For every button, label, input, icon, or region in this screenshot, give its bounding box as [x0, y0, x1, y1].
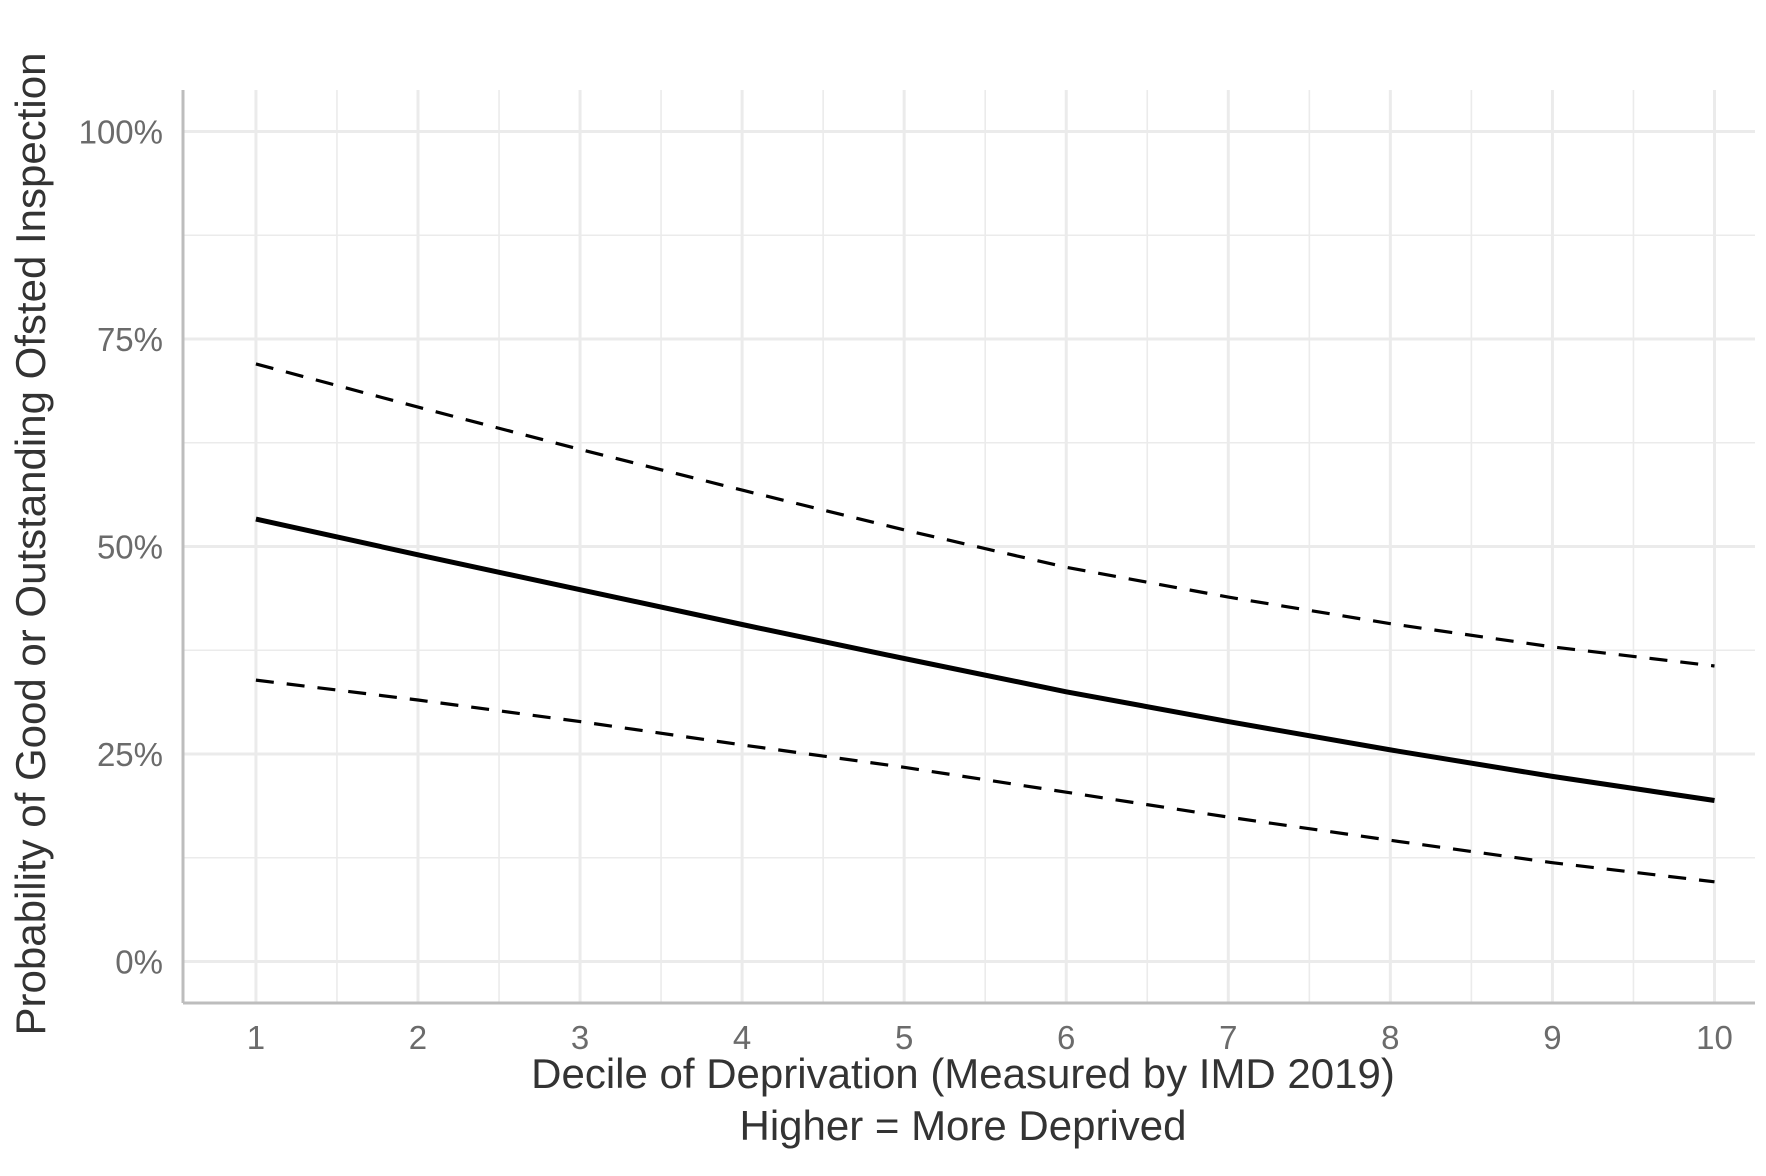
y-axis-title: Probability of Good or Outstanding Ofste… [7, 53, 54, 1036]
x-tick-label: 6 [1057, 1019, 1075, 1056]
x-tick-label: 5 [895, 1019, 913, 1056]
y-tick-label: 0% [115, 944, 163, 981]
x-tick-label: 2 [409, 1019, 427, 1056]
x-tick-label: 8 [1381, 1019, 1399, 1056]
minor-y-gridlines [183, 234, 1755, 859]
x-tick-label: 10 [1696, 1019, 1733, 1056]
x-tick-label: 9 [1543, 1019, 1561, 1056]
y-tick-label: 25% [97, 736, 163, 773]
y-tick-label: 75% [97, 321, 163, 358]
x-tick-labels: 1 2 3 4 5 6 7 8 9 10 [247, 1019, 1733, 1056]
x-tick-label: 7 [1219, 1019, 1237, 1056]
y-tick-labels: 0% 25% 50% 75% 100% [79, 114, 163, 981]
series-lines [255, 362, 1715, 884]
y-tick-label: 100% [79, 114, 163, 151]
major-y-gridlines [183, 130, 1755, 963]
x-axis-title-line1: Decile of Deprivation (Measured by IMD 2… [531, 1050, 1395, 1097]
x-tick-label: 1 [247, 1019, 265, 1056]
x-axis-title-line2: Higher = More Deprived [739, 1102, 1186, 1149]
x-tick-label: 4 [733, 1019, 751, 1056]
x-tick-label: 3 [571, 1019, 589, 1056]
y-tick-label: 50% [97, 529, 163, 566]
upper-confidence-line [255, 362, 1715, 668]
predicted-probability-line [255, 516, 1715, 803]
